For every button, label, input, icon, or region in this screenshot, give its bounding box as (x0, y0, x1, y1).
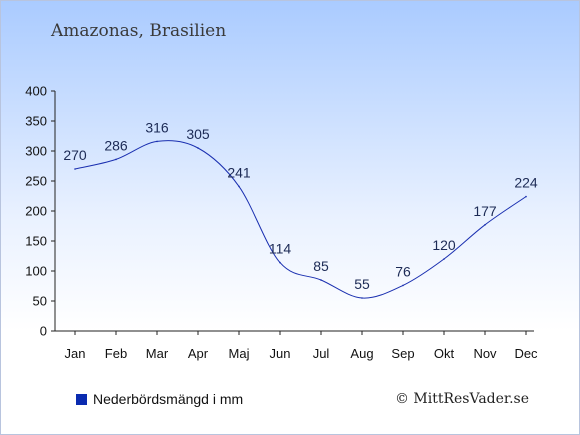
data-label: 270 (63, 147, 87, 163)
x-tick-label: Jul (313, 346, 330, 361)
x-tick-label: Jun (270, 346, 291, 361)
data-label: 305 (186, 126, 210, 142)
x-tick-label: Apr (188, 346, 209, 361)
series-line (74, 140, 527, 299)
y-tick-label: 250 (25, 174, 47, 189)
data-label: 241 (227, 164, 251, 180)
legend: Nederbördsmängd i mm (76, 391, 243, 407)
data-point (525, 195, 527, 198)
data-label: 55 (354, 276, 370, 292)
data-label: 224 (514, 175, 538, 191)
y-tick-label: 150 (25, 234, 47, 249)
data-label: 316 (145, 119, 169, 135)
data-point (115, 158, 117, 161)
y-tick-label: 50 (33, 294, 47, 309)
copyright-text: © MittResVader.se (394, 391, 529, 407)
y-tick-label: 100 (25, 264, 47, 279)
chart-title: Amazonas, Brasilien (51, 21, 227, 41)
y-tick-label: 350 (25, 114, 47, 129)
data-point (320, 279, 322, 281)
legend-label: Nederbördsmängd i mm (93, 391, 244, 407)
x-tick-label: Aug (350, 346, 373, 361)
x-tick-label: Dec (514, 346, 538, 361)
data-point (361, 297, 363, 299)
y-tick-label: 0 (40, 324, 47, 339)
x-tick-label: Feb (105, 346, 127, 361)
y-tick-label: 200 (25, 204, 47, 219)
data-label: 120 (432, 237, 456, 253)
y-tick-label: 300 (25, 144, 47, 159)
data-point (197, 147, 199, 149)
data-point (443, 258, 445, 260)
x-tick-label: Sep (391, 346, 414, 361)
x-tick-label: Mar (146, 346, 169, 361)
data-point (279, 261, 281, 264)
data-label: 286 (104, 137, 128, 153)
data-label: 85 (313, 258, 329, 274)
x-tick-label: Maj (229, 346, 250, 361)
data-point (484, 224, 486, 226)
data-point (402, 284, 404, 287)
x-tick-label: Nov (473, 346, 497, 361)
x-tick-label: Jan (65, 346, 86, 361)
data-point (74, 168, 76, 170)
data-label: 114 (269, 241, 292, 257)
data-label: 76 (395, 263, 411, 279)
y-tick-label: 400 (25, 84, 47, 99)
data-point (238, 185, 240, 188)
data-point (156, 140, 158, 143)
legend-swatch-icon (76, 393, 87, 405)
x-tick-label: Okt (434, 346, 455, 361)
data-label: 177 (473, 203, 497, 219)
